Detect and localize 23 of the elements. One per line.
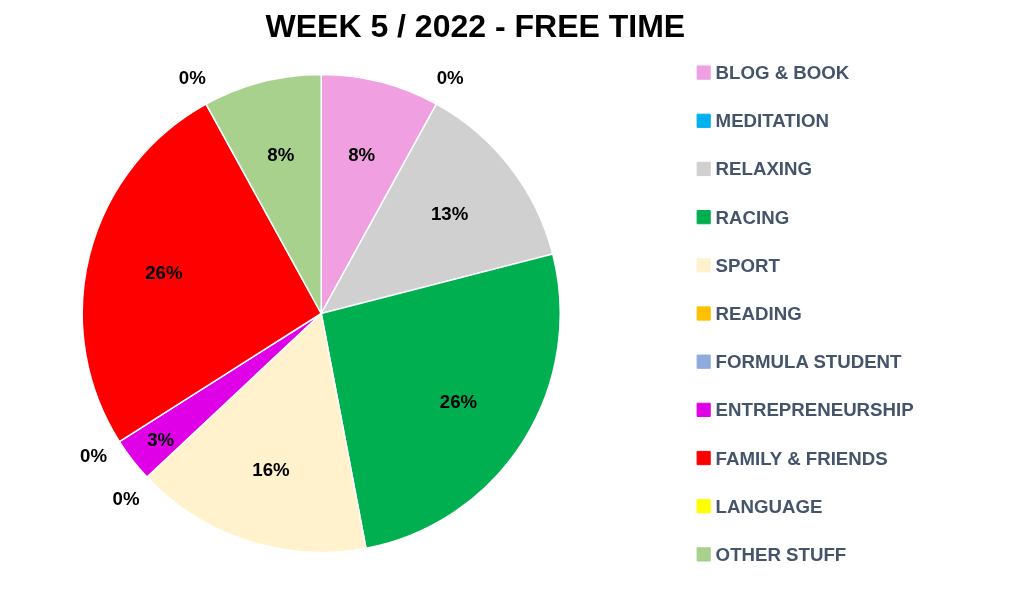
data-label: 8% [348,144,376,166]
text: 0% [80,444,108,466]
data-label: 3% [147,428,175,450]
legend-label: READING [715,303,802,324]
text: 0% [436,66,464,88]
text: 0% [112,487,140,509]
data-label: 16% [252,458,291,480]
legend-label: FORMULA STUDENT [715,351,903,373]
data-label: 8% [267,144,295,166]
legend-label: BLOG & BOOK [715,62,850,84]
legend-label: ENTREPRENEURSHIP [715,399,914,421]
chart-title: WEEK 5 / 2022 - FREE TIME [265,7,686,44]
legend-label: LANGUAGE [715,495,823,517]
data-label: 26% [439,390,478,412]
data-label: 13% [430,202,469,224]
legend-label: RACING [715,206,790,228]
text: 0% [178,66,206,88]
legend-label: SPORT [715,254,781,276]
legend-label: RELAXING [715,158,813,180]
legend-label: MEDITATION [715,110,829,132]
data-label: 26% [145,262,183,284]
legend-label: FAMILY & FRIENDS [715,447,888,469]
legend-label: OTHER STUFF [715,543,847,565]
